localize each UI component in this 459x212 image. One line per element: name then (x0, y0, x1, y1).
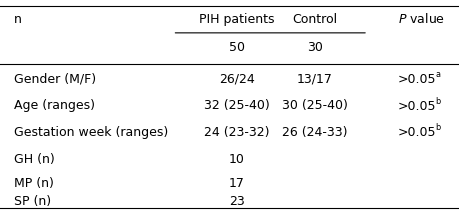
Text: MP (n): MP (n) (14, 177, 54, 190)
Text: 32 (25-40): 32 (25-40) (204, 99, 269, 113)
Text: Gender (M/F): Gender (M/F) (14, 73, 96, 86)
Text: 24 (23-32): 24 (23-32) (204, 126, 269, 139)
Text: 10: 10 (229, 153, 244, 166)
Text: 26/24: 26/24 (218, 73, 254, 86)
Text: >0.05: >0.05 (397, 99, 436, 113)
Text: Age (ranges): Age (ranges) (14, 99, 95, 113)
Text: PIH patients: PIH patients (199, 13, 274, 26)
Text: 30: 30 (307, 41, 322, 54)
Text: b: b (435, 123, 440, 132)
Text: 13/17: 13/17 (297, 73, 332, 86)
Text: 17: 17 (229, 177, 244, 190)
Text: n: n (14, 13, 22, 26)
Text: GH (n): GH (n) (14, 153, 55, 166)
Text: $\mathit{P}$ value: $\mathit{P}$ value (397, 12, 444, 26)
Text: 23: 23 (229, 195, 244, 208)
Text: a: a (435, 70, 440, 79)
Text: >0.05: >0.05 (397, 126, 436, 139)
Text: SP (n): SP (n) (14, 195, 51, 208)
Text: Control: Control (292, 13, 337, 26)
Text: Gestation week (ranges): Gestation week (ranges) (14, 126, 168, 139)
Text: >0.05: >0.05 (397, 73, 436, 86)
Text: 30 (25-40): 30 (25-40) (281, 99, 347, 113)
Text: b: b (435, 97, 440, 106)
Text: 50: 50 (229, 41, 244, 54)
Text: 26 (24-33): 26 (24-33) (282, 126, 347, 139)
